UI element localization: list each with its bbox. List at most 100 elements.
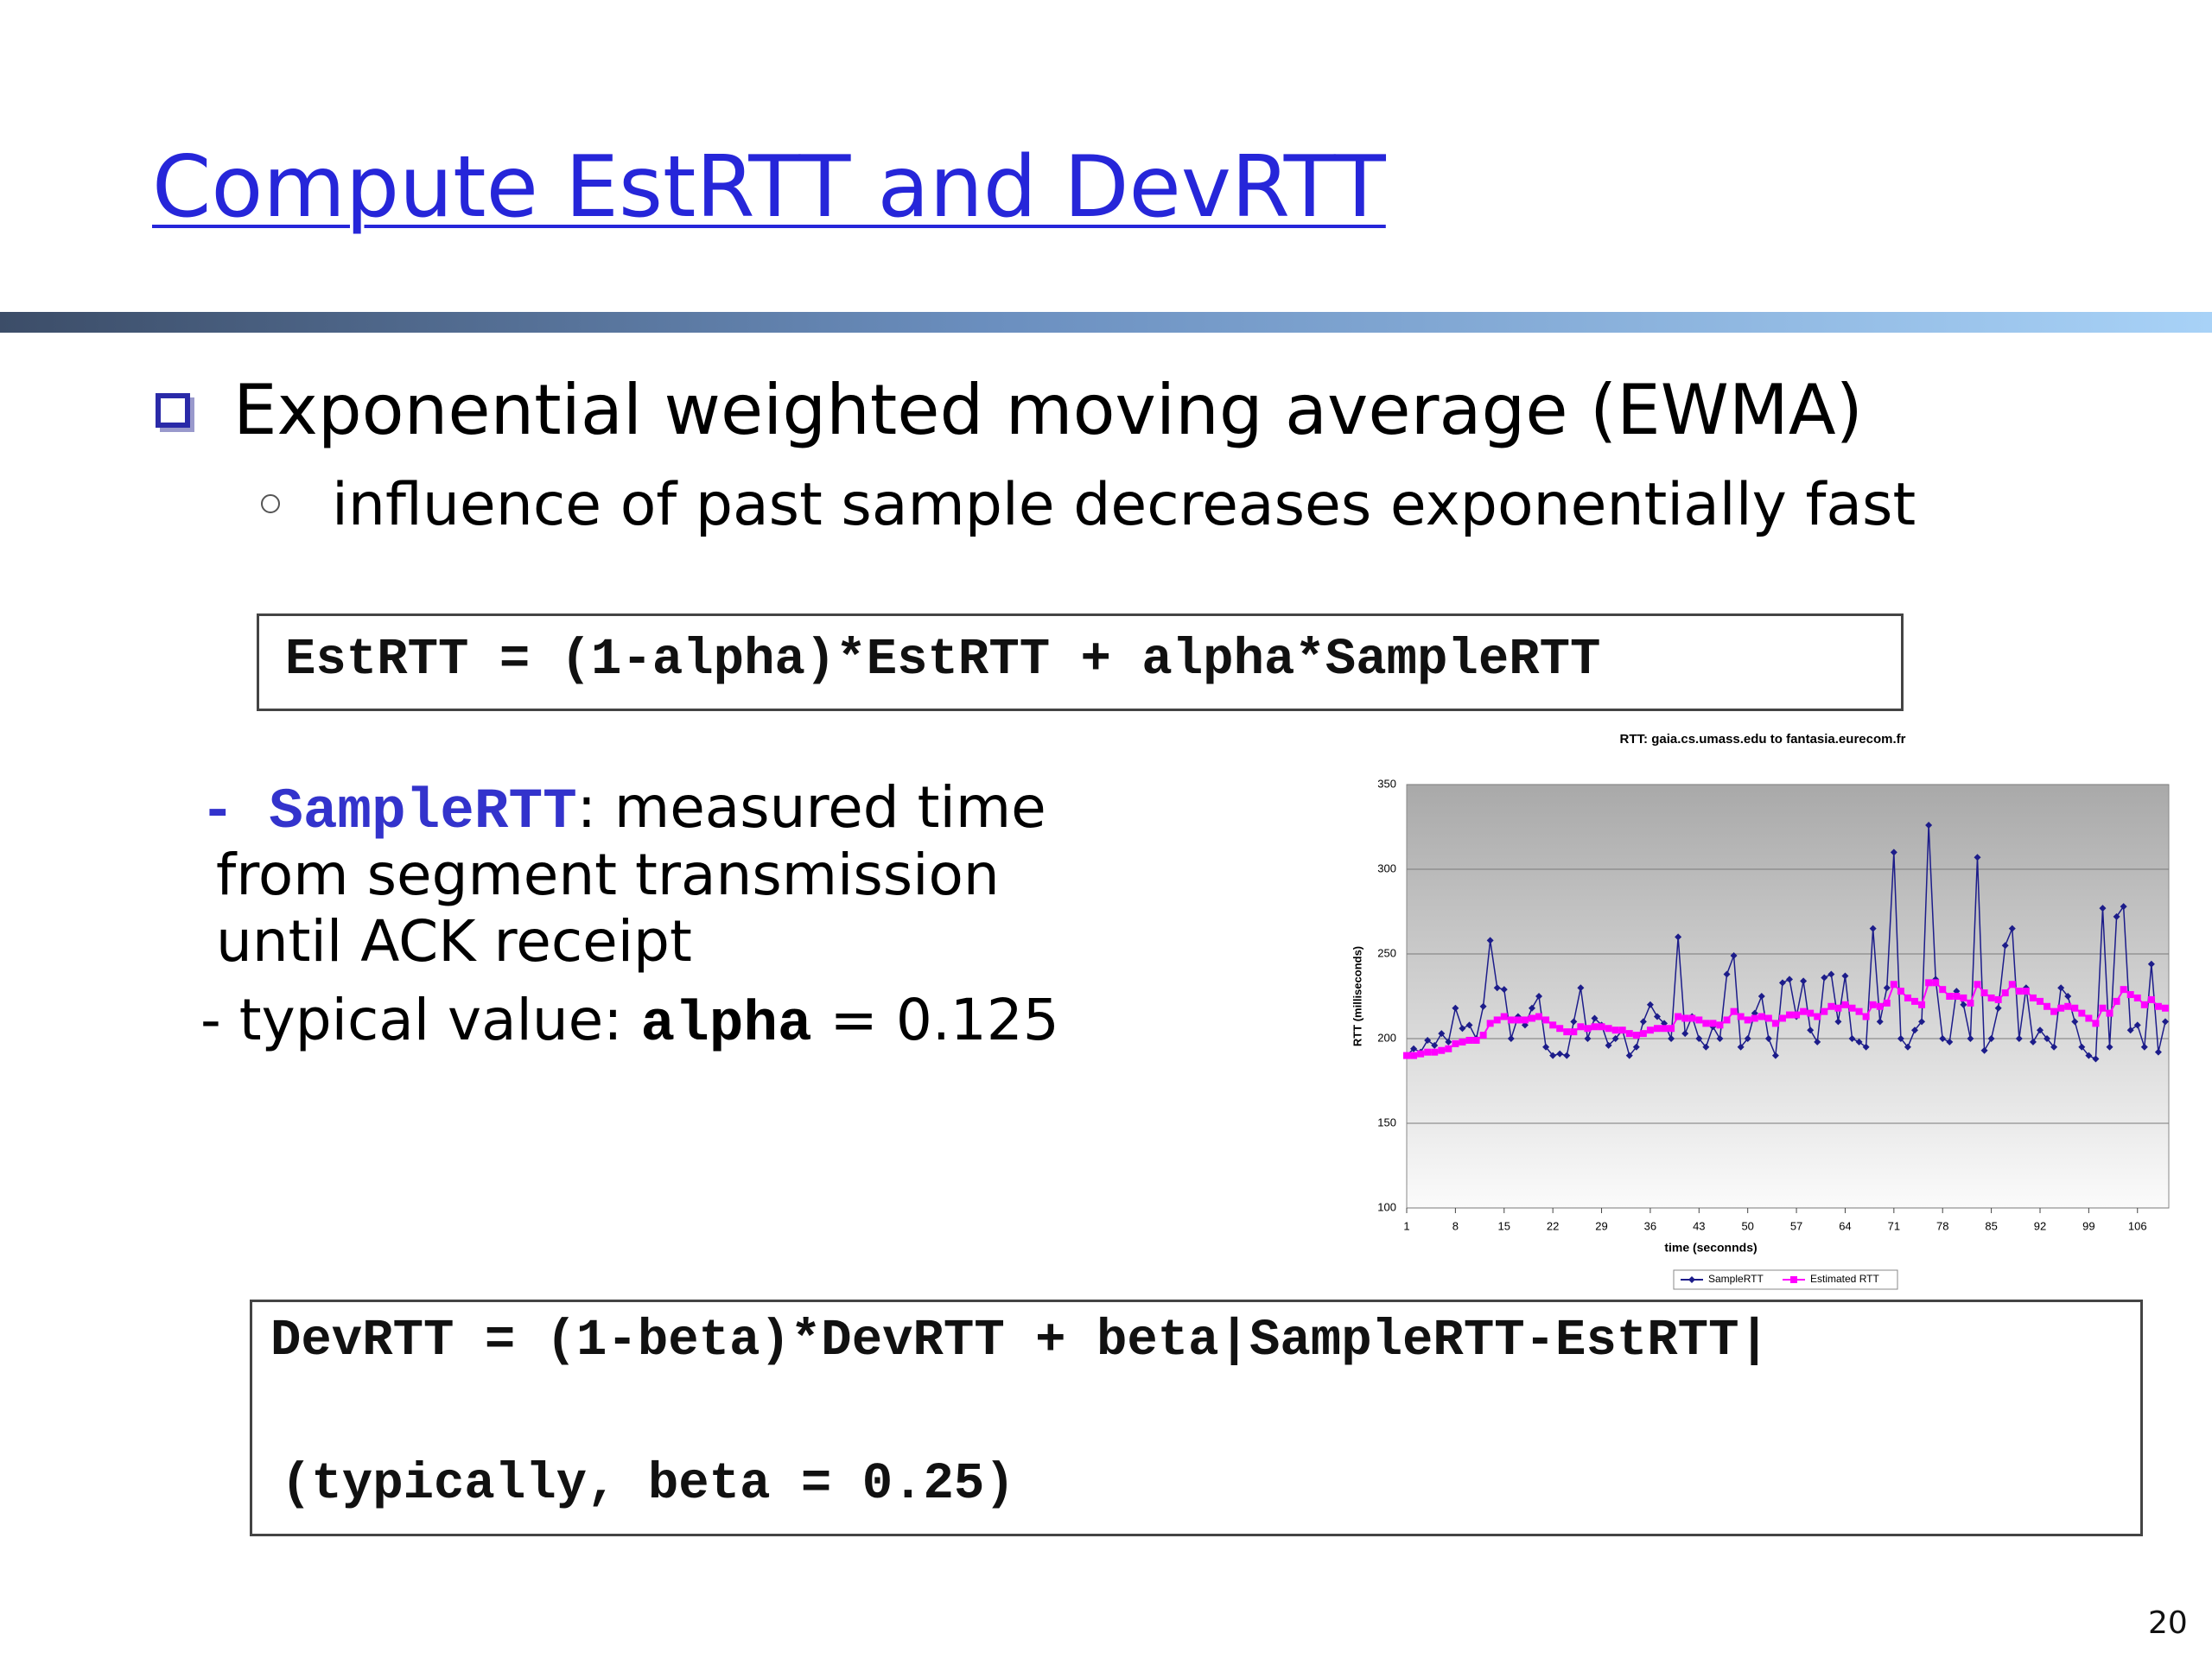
marker (1980, 1046, 1988, 1054)
marker (1730, 1007, 1738, 1015)
marker (1431, 1048, 1439, 1056)
marker (1932, 979, 1940, 987)
marker (1814, 1038, 1821, 1046)
marker (2140, 1001, 2148, 1008)
marker (1472, 1036, 1480, 1044)
marker (1834, 1004, 1842, 1012)
marker (1716, 1035, 1724, 1042)
marker (1723, 1016, 1731, 1024)
legend-marker (1688, 1276, 1695, 1283)
marker (1605, 1041, 1612, 1049)
x-axis-label: time (seconnds) (1664, 1241, 1757, 1255)
marker (1967, 999, 1974, 1007)
marker (1486, 1020, 1494, 1027)
marker (1611, 1035, 1619, 1042)
formula-box (257, 613, 1904, 711)
marker (1974, 981, 1981, 988)
note-line: from segment transmission (216, 842, 1000, 908)
marker (1807, 1027, 1815, 1034)
marker (1438, 1046, 1446, 1054)
formula-text: DevRTT = (1-beta)*DevRTT + beta|SampleRT… (270, 1312, 1770, 1370)
marker (1869, 925, 1877, 932)
marker (2133, 994, 2141, 1001)
chart-title: RTT: gaia.cs.umass.edu to fantasia.eurec… (1620, 732, 1906, 747)
marker (1675, 1013, 1682, 1020)
marker (2001, 989, 2009, 997)
x-tick-label: 15 (1498, 1219, 1510, 1232)
marker (2071, 1018, 2079, 1026)
marker (2126, 1027, 2134, 1034)
marker (2044, 1002, 2051, 1010)
x-tick-label: 36 (1644, 1219, 1656, 1232)
marker (2154, 1002, 2162, 1010)
marker (1549, 1021, 1557, 1029)
marker (1445, 1038, 1452, 1046)
formula-text: (typically, beta = 0.25) (281, 1455, 1015, 1513)
x-tick-label: 8 (1452, 1219, 1459, 1232)
marker (1737, 1013, 1745, 1020)
marker (1639, 1018, 1647, 1026)
marker (1967, 1035, 1974, 1042)
marker (1563, 1052, 1571, 1059)
marker (1584, 1025, 1592, 1033)
marker (1841, 972, 1849, 980)
y-tick-label: 200 (1377, 1031, 1396, 1044)
marker (1764, 1035, 1772, 1042)
marker (1841, 1001, 1849, 1008)
marker (1946, 1038, 1954, 1046)
marker (2036, 1027, 2044, 1034)
x-tick-label: 64 (1839, 1219, 1851, 1232)
slide-title: Compute EstRTT and DevRTT (152, 138, 1386, 237)
marker (1987, 1035, 1995, 1042)
marker (1625, 1030, 1633, 1038)
sub-bullet-text: influence of past sample decreases expon… (332, 471, 1916, 539)
note-term: alpha (640, 992, 812, 1057)
marker (2120, 903, 2127, 911)
marker (2133, 1021, 2141, 1029)
marker (1764, 1014, 1772, 1022)
marker (1459, 1038, 1466, 1046)
marker (2036, 997, 2044, 1005)
marker (1493, 984, 1501, 992)
marker (2147, 960, 2155, 968)
marker (1577, 1023, 1585, 1031)
x-tick-label: 29 (1595, 1219, 1607, 1232)
marker (1758, 993, 1765, 1000)
marker (1918, 1001, 1926, 1008)
marker (1549, 1052, 1557, 1059)
marker (2029, 994, 2037, 1001)
marker (1424, 1036, 1432, 1044)
x-tick-label: 106 (2128, 1219, 2147, 1232)
marker (1611, 1027, 1619, 1034)
note-line: until ACK receipt (216, 908, 692, 975)
marker (1848, 1035, 1856, 1042)
formula-box (250, 1300, 2143, 1536)
y-tick-label: 250 (1377, 946, 1396, 959)
marker (1500, 1013, 1508, 1020)
legend-marker (1790, 1276, 1797, 1283)
marker (1479, 1032, 1487, 1039)
marker (2008, 981, 2016, 988)
marker (1591, 1014, 1599, 1022)
bullet-text: Exponential weighted moving average (EWM… (233, 370, 1863, 450)
marker (1897, 1035, 1904, 1042)
x-tick-label: 99 (2082, 1219, 2094, 1232)
marker (1939, 1035, 1947, 1042)
note-text: : measured time (576, 774, 1046, 841)
marker (1862, 1043, 1870, 1051)
marker (1702, 1020, 1710, 1027)
marker (1737, 1043, 1745, 1051)
x-tick-label: 78 (1936, 1219, 1948, 1232)
marker (1493, 1016, 1501, 1024)
marker (1465, 1021, 1473, 1029)
marker (1535, 1013, 1543, 1020)
marker (1514, 1016, 1522, 1024)
marker (1535, 993, 1543, 1000)
marker (1542, 1016, 1550, 1024)
marker (1417, 1050, 1425, 1058)
marker (2113, 912, 2120, 920)
marker (2126, 991, 2134, 999)
marker (1821, 1007, 1828, 1015)
marker (1653, 1025, 1661, 1033)
